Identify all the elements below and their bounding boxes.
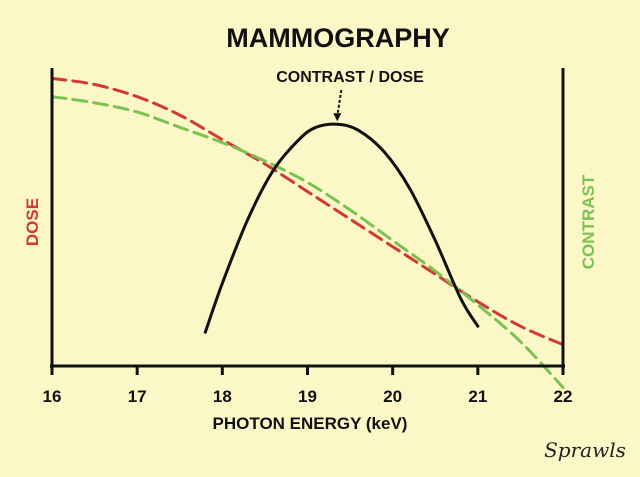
x-axis-ticks: 16 17 18 19 20 21 22	[43, 366, 573, 406]
x-axis-label: PHOTON ENERGY (keV)	[213, 414, 408, 433]
x-tick-label: 17	[128, 387, 147, 406]
contrast-dose-curve	[203, 122, 480, 334]
x-tick-label: 21	[468, 387, 487, 406]
x-tick-label: 20	[383, 387, 402, 406]
chart-title: MAMMOGRAPHY	[226, 23, 450, 53]
annotation-arrow-head	[333, 113, 342, 122]
dose-curve	[50, 76, 565, 347]
x-tick-label: 16	[43, 387, 62, 406]
x-tick-label: 19	[298, 387, 317, 406]
x-tick-label: 22	[554, 387, 573, 406]
annotation-arrow	[333, 89, 343, 122]
plot-area	[50, 76, 565, 389]
annotation-arrow-shaft	[336, 89, 343, 117]
contrast-dose-annotation: CONTRAST / DOSE	[276, 69, 424, 86]
contrast-curve	[50, 95, 565, 389]
dose-axis-label: DOSE	[23, 198, 42, 246]
contrast-axis-label: CONTRAST	[579, 174, 598, 269]
signature: Sprawls	[544, 438, 626, 462]
x-tick-label: 18	[213, 387, 232, 406]
